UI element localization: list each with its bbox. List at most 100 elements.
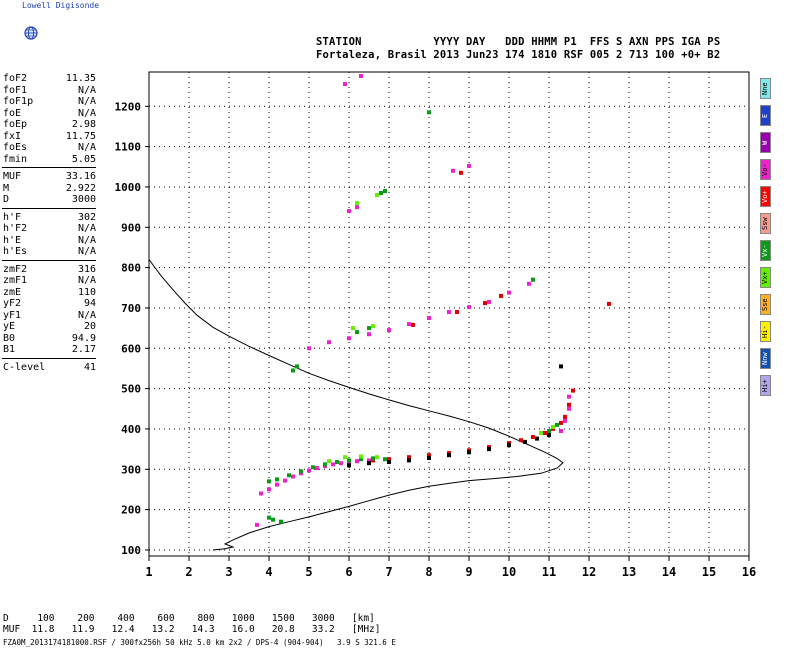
y-tick-label: 600 (121, 342, 141, 355)
echo-point (359, 457, 363, 462)
echo-point (447, 453, 451, 458)
param-name: C-level (3, 361, 46, 373)
param-row-fxi: fxI 11.75 (3, 131, 96, 142)
param-row-foes: foEs N/A (3, 142, 96, 153)
echo-point (447, 451, 451, 456)
echo-point (571, 388, 575, 393)
legend-label: Sse (761, 298, 769, 311)
echo-point (315, 466, 319, 471)
legend-label: Vx- (761, 244, 769, 257)
chart-grid (149, 72, 749, 556)
param-row-d: D 3000 (3, 194, 96, 205)
echo-point (467, 164, 471, 168)
brand-label: Lowell Digisonde (22, 1, 100, 10)
param-value: N/A (77, 246, 96, 257)
echo-point (539, 431, 543, 435)
param-value: N/A (77, 142, 96, 153)
footer-muf-row: MUF 11.8 11.9 12.4 13.2 14.3 16.0 20.8 3… (3, 624, 381, 635)
param-name: yF1 (3, 309, 22, 321)
param-value: 110 (77, 286, 96, 298)
legend-item-nne: Nne (760, 78, 771, 99)
param-value: N/A (77, 234, 96, 246)
echo-point (275, 482, 279, 487)
x-tick-label: 3 (225, 565, 232, 579)
param-name: h'F2 (3, 223, 28, 234)
echo-point (327, 340, 331, 345)
echo-point (347, 458, 351, 463)
echo-traces (255, 74, 611, 527)
echo-point (291, 368, 295, 373)
echo-point (375, 455, 379, 460)
legend-label: Nnw (761, 352, 769, 365)
echo-point (367, 326, 371, 331)
x-tick-label: 16 (742, 565, 756, 579)
echo-point (371, 456, 375, 461)
profile-curve (148, 259, 564, 551)
param-value: 2.922 (65, 182, 96, 194)
param-name: zmE (3, 286, 22, 298)
echo-point (543, 431, 547, 435)
echo-point (427, 456, 431, 460)
echo-point (311, 465, 315, 470)
legend-item-sse: Sse (760, 294, 771, 315)
param-row-hes: h'Es N/A (3, 246, 96, 257)
param-value: N/A (77, 107, 96, 119)
echo-point (559, 420, 563, 425)
echo-point (383, 189, 387, 193)
param-row-zmf1: zmF1 N/A (3, 275, 96, 286)
echo-point (531, 277, 535, 282)
param-row-b1: B1 2.17 (3, 344, 96, 355)
param-row-ye: yE 20 (3, 321, 96, 332)
param-value: 20 (83, 321, 96, 332)
echo-point (547, 429, 551, 433)
y-tick-label: 800 (121, 262, 141, 275)
x-tick-label: 8 (425, 565, 432, 579)
param-separator (2, 259, 96, 261)
legend-item-e: E (760, 105, 771, 126)
echo-point (427, 453, 431, 458)
param-value: 2.17 (71, 344, 96, 355)
echo-point (379, 191, 383, 195)
x-tick-label: 9 (465, 565, 472, 579)
echo-point (387, 460, 391, 464)
legend-item-hi: Hi+ (760, 375, 771, 396)
legend-label: Vo- (761, 163, 769, 176)
plot-frame (148, 71, 750, 557)
param-name: foF2 (3, 73, 28, 84)
legend-item-vx: Vx+ (760, 267, 771, 288)
echo-point (343, 82, 347, 87)
x-tick-label: 1 (145, 565, 152, 579)
echo-point (323, 462, 327, 467)
y-tick-label: 900 (121, 221, 141, 234)
echo-point (563, 414, 567, 419)
globe-icon (5, 6, 38, 44)
echo-point (467, 450, 471, 455)
echo-point (559, 429, 563, 433)
param-row-fof2: foF2 11.35 (3, 73, 96, 84)
echo-point (407, 455, 411, 460)
echo-point (375, 193, 379, 197)
echo-point (307, 468, 311, 473)
echo-point (567, 402, 571, 407)
echo-point (267, 515, 271, 520)
legend-item-ssw: Ssw (760, 213, 771, 234)
param-name: foF1p (3, 96, 34, 107)
legend-item-vo: Vo- (760, 159, 771, 180)
echo-point (387, 328, 391, 333)
echo-point (407, 322, 411, 327)
param-name: fmin (3, 153, 28, 165)
echo-point (307, 346, 311, 351)
echo-point (527, 281, 531, 286)
legend-item-w: W (760, 132, 771, 153)
echo-point (355, 459, 359, 464)
param-row-fof1p: foF1p N/A (3, 96, 96, 107)
param-row-b0: B0 94.9 (3, 333, 96, 344)
echo-point (267, 487, 271, 492)
y-tick-label: 100 (121, 544, 141, 557)
echo-point (299, 469, 303, 474)
echo-point (563, 418, 567, 423)
echo-point (347, 463, 351, 468)
param-name: foEs (3, 142, 28, 153)
x-tick-label: 7 (385, 565, 392, 579)
param-value: 94.9 (71, 332, 96, 344)
